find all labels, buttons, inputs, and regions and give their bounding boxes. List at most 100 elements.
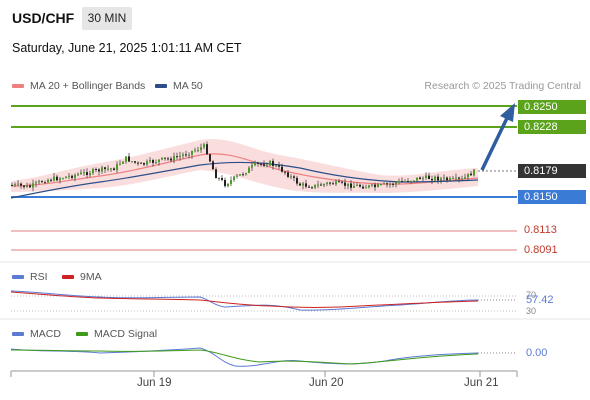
candle-body (182, 154, 184, 156)
macd-legend-label: MACD (30, 328, 61, 340)
rsi-tick-30: 30 (526, 306, 537, 316)
timeframe-badge[interactable]: 30 MIN (82, 7, 132, 30)
rsi-value: 57.42 (526, 294, 554, 306)
candle-body (257, 162, 259, 164)
rsi-ma-line (10, 291, 479, 308)
candle-body (317, 184, 319, 186)
candle-body (47, 179, 49, 183)
candle-body (296, 177, 298, 184)
candle-body (338, 181, 340, 183)
candle-body (143, 162, 145, 165)
candle-body (449, 178, 451, 181)
macd-legend: MACD (12, 328, 61, 340)
candle-body (200, 147, 202, 150)
research-credit: Research © 2025 Trading Central (424, 80, 581, 92)
candle-body (260, 163, 262, 165)
x-axis-label-jun19: Jun 19 (137, 377, 172, 389)
candle-body (23, 185, 25, 188)
candle-body (275, 165, 277, 167)
candle-body (410, 180, 412, 182)
rsi-line (10, 290, 479, 311)
macd-line (10, 347, 479, 367)
candle-body (14, 184, 16, 186)
current-price-label: 0.8179 (518, 164, 586, 178)
candle-body (416, 177, 418, 181)
candle-body (53, 176, 55, 181)
candle-body (77, 174, 79, 176)
macd-signal-legend-label: MACD Signal (94, 328, 158, 340)
candle-body (437, 176, 439, 181)
candle-body (158, 159, 160, 162)
bollinger-band-area (11, 138, 478, 193)
candle-body (248, 167, 250, 173)
candle-body (413, 180, 415, 182)
rsi-tick-70: 70 (526, 290, 537, 300)
candle-body (104, 167, 106, 170)
candle-body (302, 183, 304, 186)
candle-body (92, 169, 94, 174)
candle-body (458, 177, 460, 179)
candle-body (287, 172, 289, 177)
ma20-swatch-icon (12, 84, 24, 89)
candle-body (377, 184, 379, 188)
candle-body (122, 161, 124, 164)
candle-body (311, 187, 313, 189)
candle-body (404, 181, 406, 182)
resistance-2-label: 0.8250 (518, 100, 586, 114)
candle-body (230, 180, 232, 184)
candle-body (185, 154, 187, 156)
legend-ma20-label: MA 20 + Bollinger Bands (30, 80, 146, 92)
candle-body (131, 161, 133, 163)
candle-body (251, 165, 253, 168)
rsi-legend-label: RSI (30, 271, 48, 283)
candle-body (308, 186, 310, 188)
macd-signal-line (10, 349, 479, 365)
candle-body (89, 173, 91, 175)
candle-body (473, 169, 475, 176)
candle-body (221, 178, 223, 180)
forecast-arrow-head-icon (500, 103, 515, 122)
candle-body (386, 183, 388, 185)
candle-body (374, 184, 376, 188)
resistance-1-label: 0.8228 (518, 120, 586, 134)
candle-body (335, 181, 337, 185)
candle-body (452, 178, 454, 179)
candle-body (170, 158, 172, 161)
candle-body (35, 182, 37, 184)
candle-body (326, 182, 328, 184)
candle-body (320, 184, 322, 186)
candle-body (59, 178, 61, 181)
candle-body (65, 176, 67, 179)
rsi-ma-legend-label: 9MA (80, 271, 102, 283)
candle-body (20, 183, 22, 186)
candle-body (419, 177, 421, 180)
candle-body (281, 166, 283, 172)
candle-body (236, 175, 238, 177)
candle-body (290, 176, 292, 178)
candle-body (146, 161, 148, 165)
candle-body (314, 184, 316, 188)
candle-body (392, 183, 394, 185)
candle-body (188, 154, 190, 156)
candle-body (245, 173, 247, 175)
candle-body (434, 176, 436, 181)
candle-body (125, 156, 127, 162)
candle-body (272, 160, 274, 166)
candle-body (299, 183, 301, 186)
candle-body (119, 163, 121, 165)
candle-body (422, 178, 424, 180)
candle-body (455, 177, 457, 179)
candle-body (353, 186, 355, 188)
candle-body (383, 183, 385, 185)
candle-body (278, 165, 280, 167)
candle-body (26, 185, 28, 188)
candle-body (41, 181, 43, 183)
candle-body (464, 177, 466, 179)
candle-body (110, 168, 112, 170)
candle-body (371, 184, 373, 186)
candle-body (233, 176, 235, 180)
candle-body (284, 171, 286, 173)
candlestick-series (11, 141, 475, 192)
candle-body (362, 186, 364, 189)
candle-body (305, 183, 307, 187)
